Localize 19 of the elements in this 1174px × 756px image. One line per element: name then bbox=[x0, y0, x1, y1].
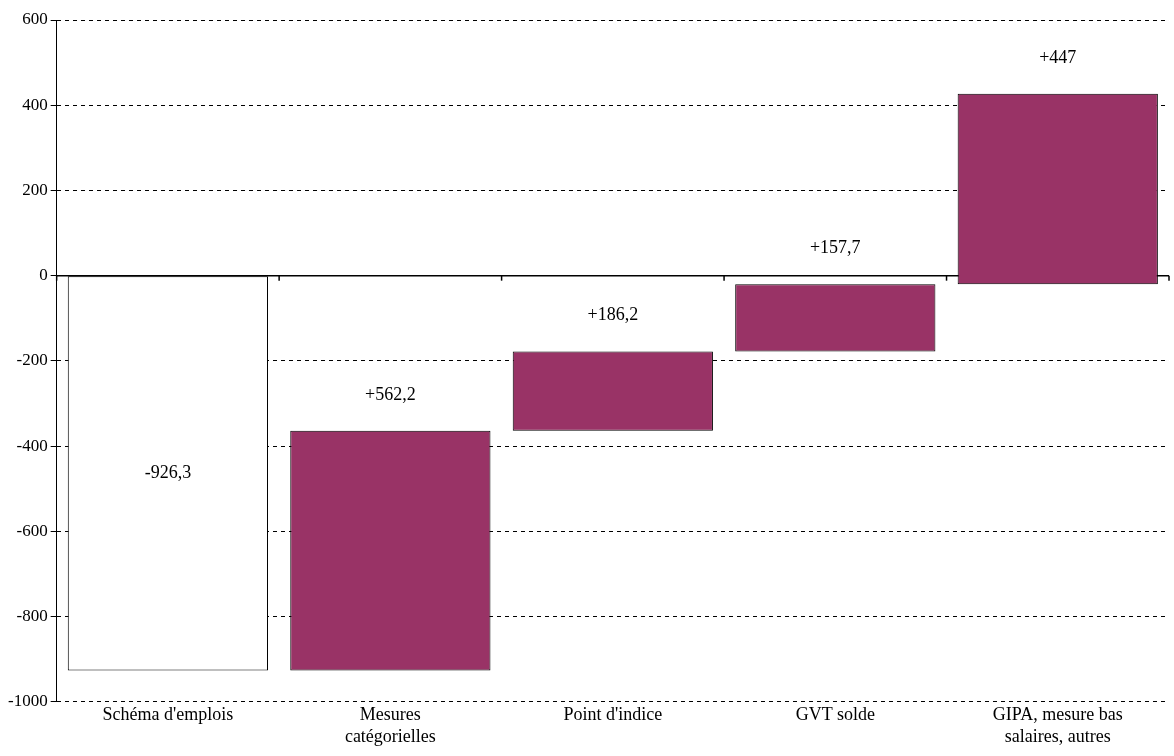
x-tick-label: GIPA, mesure bas salaires, autres bbox=[992, 704, 1123, 746]
data-label: +447 bbox=[1039, 46, 1077, 67]
x-tick-label: Schéma d'emplois bbox=[102, 704, 234, 725]
y-tick-label: -400 bbox=[16, 435, 48, 455]
y-tick-label: -1000 bbox=[7, 691, 48, 711]
y-tick-label: 200 bbox=[22, 179, 48, 199]
x-tick-label: Mesures catégorielles bbox=[344, 704, 436, 746]
data-label: +186,2 bbox=[587, 304, 639, 325]
x-tick-label: GVT solde bbox=[795, 704, 875, 725]
data-label: +562,2 bbox=[365, 383, 416, 404]
y-tick-label: 600 bbox=[22, 9, 48, 29]
y-tick-label: 400 bbox=[22, 94, 48, 114]
y-tick-label: 0 bbox=[39, 265, 48, 285]
y-tick-label: -800 bbox=[16, 606, 48, 626]
y-tick-label: -200 bbox=[16, 350, 48, 370]
x-tick-label: Point d'indice bbox=[563, 704, 663, 725]
y-tick-label: -600 bbox=[16, 520, 48, 540]
data-label: -926,3 bbox=[144, 462, 192, 483]
data-label: +157,7 bbox=[809, 237, 861, 258]
